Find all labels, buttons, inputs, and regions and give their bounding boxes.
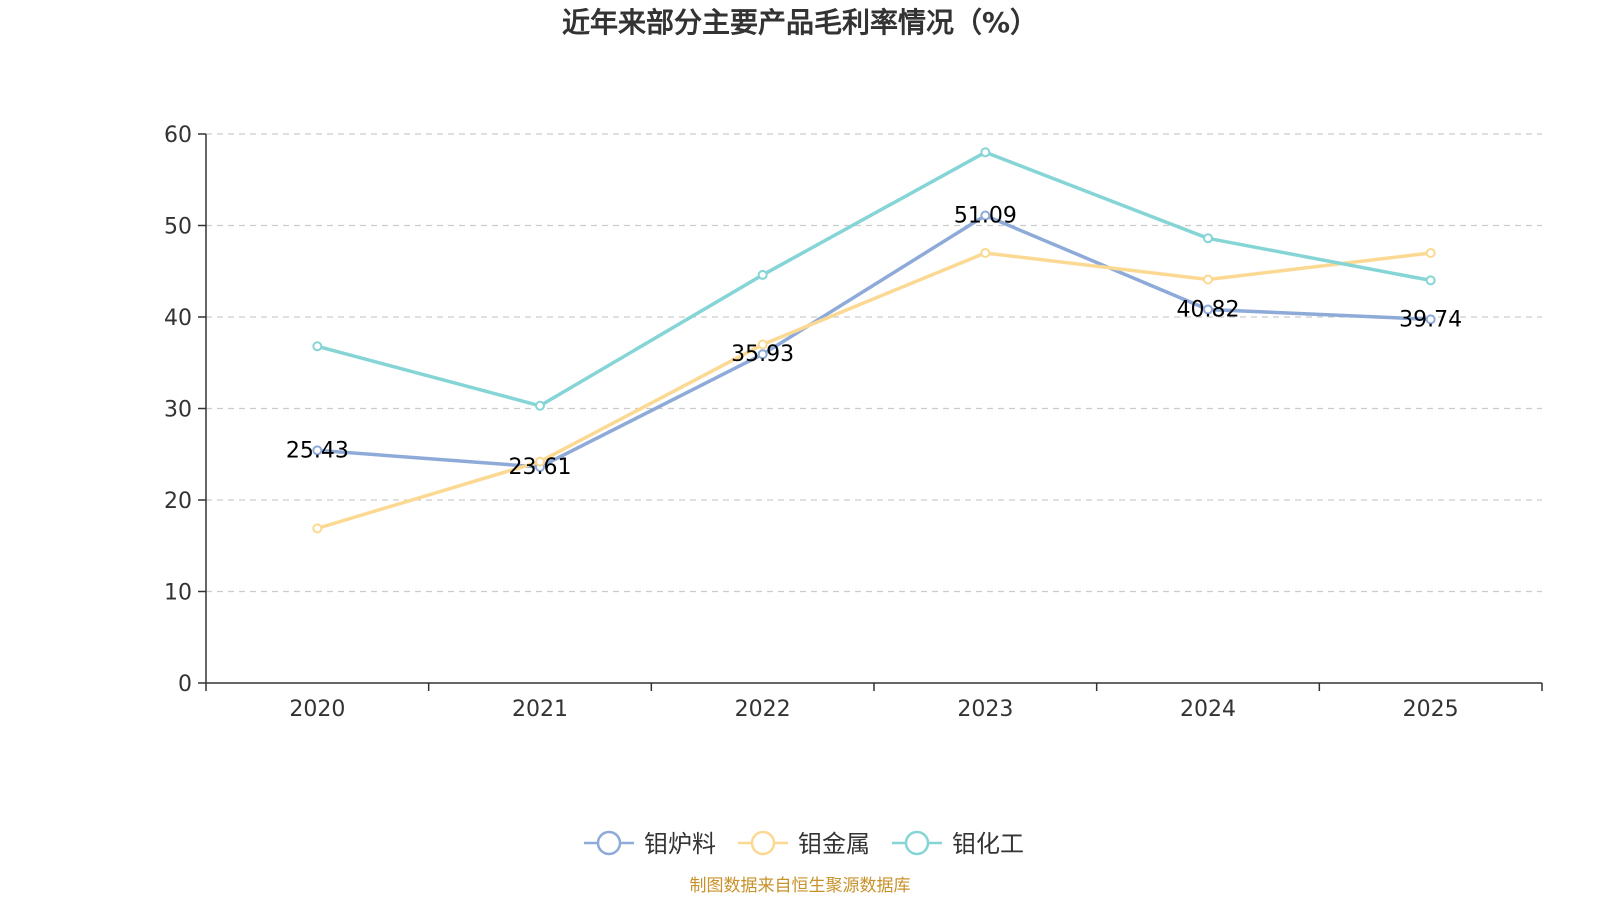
y-tick-label: 0 [178,672,192,697]
series-line-3 [316,150,1431,408]
legend-label: 钼金属 [798,830,870,858]
series-line-2 [316,251,1431,531]
data-label: 23.61 [509,455,572,480]
legend-item-1[interactable]: 钼炉料 [584,830,716,858]
x-tick-label: 2023 [957,697,1013,722]
data-point [535,400,545,411]
data-point [757,269,768,280]
x-tick-label: 2020 [289,697,345,722]
legend-item-2[interactable]: 钼金属 [738,830,870,858]
data-point [1425,247,1436,258]
series-lines [316,150,1431,531]
data-point [757,339,768,350]
legend-marker-icon [750,830,776,856]
data-label: 51.09 [954,204,1017,229]
legend-marker-icon [596,830,622,856]
data-point [1425,275,1436,286]
data-label: 40.82 [1177,297,1240,322]
x-tick-label: 2025 [1403,697,1459,722]
y-tick-label: 40 [164,306,192,331]
legend-label: 钼化工 [952,830,1024,858]
data-point [980,147,991,158]
data-point [757,349,768,360]
data-point [1203,233,1213,244]
legend-item-3[interactable]: 钼化工 [892,830,1024,858]
data-label: 25.43 [286,438,349,463]
series-points [312,147,1436,534]
legend[interactable]: 钼炉料 钼金属 钼化工 [584,830,1024,858]
y-tick-label: 60 [164,123,192,148]
series-line-1 [317,213,1431,469]
source-note: 制图数据来自恒生聚源数据库 [690,876,911,896]
y-tick-label: 20 [164,489,192,514]
legend-marker-icon [904,830,930,856]
x-tick-label: 2021 [512,697,568,722]
data-point [980,247,991,258]
axes: 0 10 20 30 40 50 60 2020 2021 2022 2023 2024 2025 [164,123,1543,722]
data-point [980,210,991,221]
y-tick-label: 10 [164,581,192,606]
data-point [1425,314,1436,325]
y-tick-label: 30 [164,398,192,423]
data-point [535,456,545,467]
grid-lines [206,133,1542,593]
chart-title: 近年来部分主要产品毛利率情况（%） [562,6,1038,39]
data-point [1203,304,1213,315]
x-tick-label: 2024 [1180,697,1236,722]
data-label: 35.93 [731,342,794,367]
x-tick-label: 2022 [735,697,791,722]
data-point [312,523,323,534]
data-point [312,341,323,352]
data-point [1203,274,1213,285]
y-tick-label: 50 [164,215,192,240]
data-label: 39.74 [1399,307,1462,332]
data-point [312,445,323,456]
legend-label: 钼炉料 [644,830,716,858]
data-labels: 25.43 23.61 35.93 51.09 40.82 39.74 [286,204,1462,480]
